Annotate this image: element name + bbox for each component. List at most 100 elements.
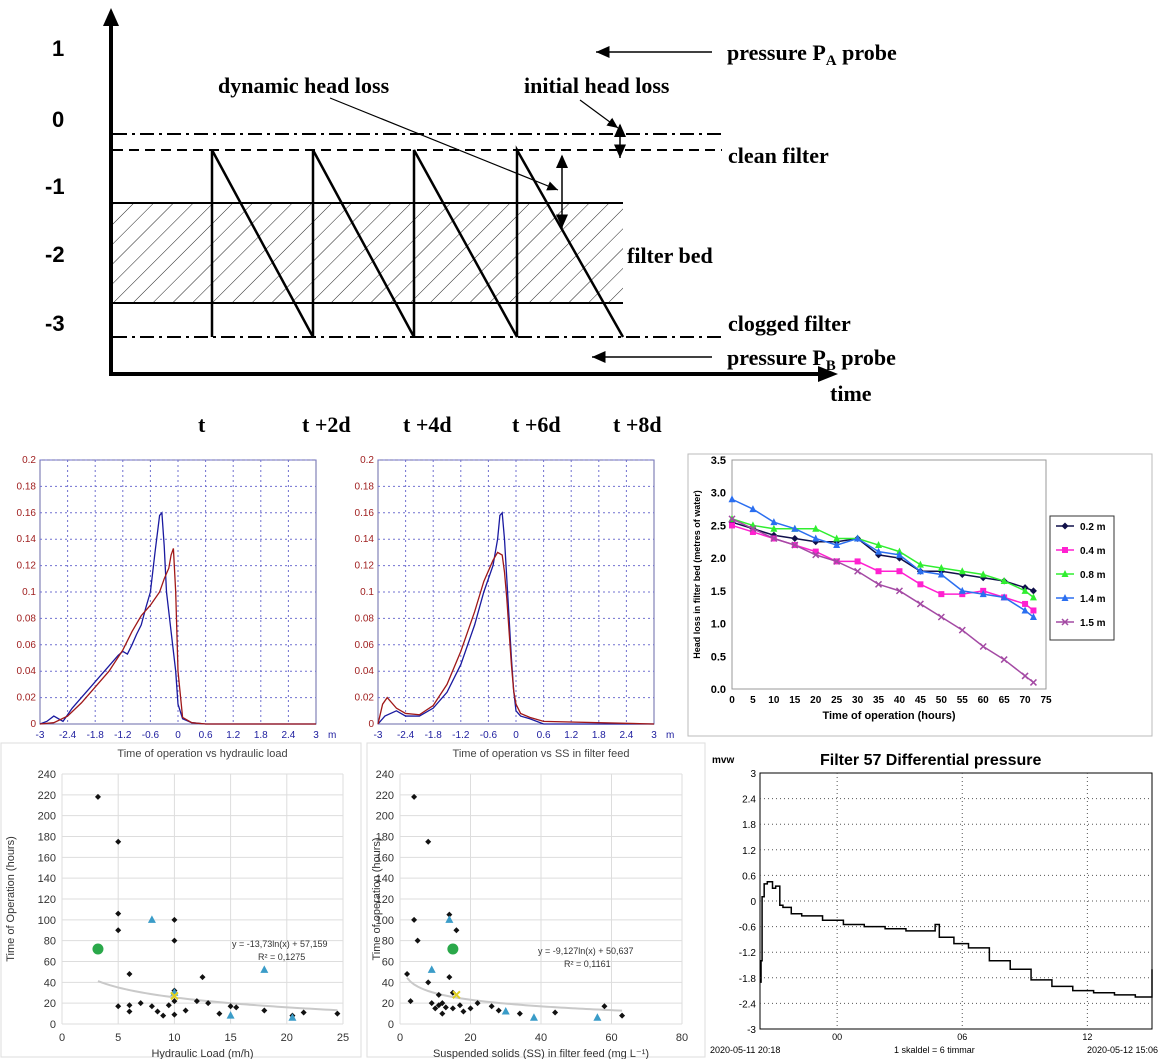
x-tick-label: 0: [729, 695, 735, 706]
y-tick-label: 60: [382, 957, 394, 969]
y-tick-label: 140: [38, 873, 56, 885]
x-tick-label: 55: [957, 695, 969, 706]
y-tick-label: 0.5: [711, 651, 726, 663]
data-point: [938, 591, 944, 597]
x-tick-label: 60: [605, 1032, 617, 1044]
x-tick-label: 2.4: [281, 730, 295, 741]
x-tick-label: 50: [936, 695, 948, 706]
data-point: [1062, 547, 1068, 553]
x-tick-label: 20: [281, 1032, 293, 1044]
y-tick-label: 160: [38, 852, 56, 864]
y-tick-label: 180: [38, 832, 56, 844]
y-tick-label: 80: [382, 936, 394, 948]
differential-pressure-chart: mvw Filter 57 Differential pressure-3-2.4…: [706, 748, 1160, 1059]
x-tick-label: -3: [36, 730, 45, 741]
dynamic-head-loss-arrow: [330, 98, 558, 190]
x-unit-label: m: [666, 730, 674, 741]
y-tick: 1: [52, 36, 64, 61]
y-tick-label: 1.2: [742, 846, 756, 857]
y-axis-arrowhead: [103, 8, 119, 26]
legend-label: 1.5 m: [1080, 618, 1106, 629]
x-tick-label: 40: [535, 1032, 547, 1044]
y-tick-label: 0.06: [355, 640, 375, 651]
x-axis-label: Suspended solids (SS) in filter feed (mg…: [433, 1048, 649, 1059]
x-tick-label: 35: [873, 695, 885, 706]
y-tick-label: 0: [50, 1019, 56, 1031]
x-tick-label: 5: [750, 695, 756, 706]
y-tick-label: 240: [38, 769, 56, 781]
x-tick-label: 12: [1082, 1032, 1092, 1042]
y-tick-label: -1.2: [739, 948, 757, 959]
x-tick-label: 15: [789, 695, 801, 706]
y-tick-label: 0.2: [360, 455, 374, 466]
y-tick-label: 0.04: [17, 666, 37, 677]
clean-filter-label: clean filter: [728, 143, 829, 168]
y-tick-label: 1.8: [742, 820, 756, 831]
y-tick-label: 0.1: [22, 587, 36, 598]
y-tick-label: 0.2: [22, 455, 36, 466]
x-tick-label: 20: [810, 695, 822, 706]
y-tick-label: 20: [382, 998, 394, 1010]
y-tick-label: 200: [38, 811, 56, 823]
y-tick-label: 0.6: [742, 871, 756, 882]
x-tick-label: -2.4: [59, 730, 77, 741]
plot-area: [732, 460, 1046, 689]
y-tick: -3: [45, 311, 65, 336]
time-label: t +4d: [403, 412, 452, 437]
legend-label: 0.8 m: [1080, 570, 1106, 581]
x-tick-label: -0.6: [480, 730, 498, 741]
x-tick-label: 30: [852, 695, 864, 706]
y-axis-label: Time of Operation (hours): [5, 836, 17, 962]
y-tick-label: 120: [38, 894, 56, 906]
y-tick-label: -1.8: [739, 974, 757, 985]
head-loss-diagram: 1 0 -1 -2 -3 pressure PA probe dynamic h…: [0, 0, 1160, 440]
x-tick-label: 60: [978, 695, 990, 706]
x-tick-label: 2.4: [619, 730, 633, 741]
chart-frame: [367, 743, 705, 1057]
y-tick-label: -3: [747, 1025, 756, 1036]
y-tick-label: 0.08: [355, 613, 375, 624]
y-tick-label: 0.06: [17, 640, 37, 651]
trend-r2: R² = 0,1161: [564, 959, 611, 969]
x-tick-label: 65: [999, 695, 1011, 706]
x-tick-label: 3: [651, 730, 657, 741]
hydraulic-load-scatter: Time of operation vs hydraulic load 0 20 40…: [0, 742, 362, 1059]
y-tick-label: 0.12: [355, 561, 375, 572]
y-tick: -1: [45, 174, 65, 199]
x-tick-label: -1.2: [452, 730, 470, 741]
y-tick-label: 40: [44, 977, 56, 989]
y-tick-label: 240: [376, 769, 394, 781]
x-axis-label: Time of operation (hours): [822, 710, 955, 722]
y-tick-label: 20: [44, 998, 56, 1010]
y-tick-label: 0: [750, 897, 756, 908]
x-tick-label: 0: [397, 1032, 403, 1044]
data-point: [1022, 601, 1028, 607]
y-axis-label: Head loss in filter bed (metres of water…: [692, 490, 702, 659]
x-tick-label: 0: [59, 1032, 65, 1044]
pb-probe-label: pressure PB probe: [727, 345, 896, 374]
y-tick-label: 0.1: [360, 587, 374, 598]
x-tick-label: 3: [313, 730, 319, 741]
chart-title: Filter 57 Differential pressure: [820, 752, 1042, 769]
data-point: [1030, 607, 1036, 613]
x-tick-label: -1.2: [114, 730, 132, 741]
x-tick-label: 1.8: [592, 730, 606, 741]
chart-title: Time of operation vs hydraulic load: [117, 748, 287, 760]
y-tick: -2: [45, 242, 65, 267]
head-loss-chart: 0.00.51.01.52.02.53.03.50 5 10 15 20 25 30 35 40…: [684, 452, 1160, 742]
y-tick-label: 0.04: [355, 666, 375, 677]
filter-bed-label: filter bed: [627, 243, 713, 268]
time-label: t +8d: [613, 412, 662, 437]
initial-head-loss-label: initial head loss: [524, 73, 670, 98]
ss-scatter: Time of operation vs SS in filter feed 0 2…: [366, 742, 706, 1059]
data-point: [855, 558, 861, 564]
trend-r2: R² = 0,1275: [258, 952, 305, 962]
time-axis-label: time: [830, 381, 872, 406]
x-tick-label: 06: [957, 1032, 967, 1042]
chart-title: Time of operation vs SS in filter feed: [453, 748, 630, 760]
x-tick-label: 5: [115, 1032, 121, 1044]
y-tick-label: 220: [38, 790, 56, 802]
trend-equation: y = -13,73ln(x) + 57,159: [232, 939, 328, 949]
x-tick-label: 25: [337, 1032, 349, 1044]
y-tick-label: 60: [44, 957, 56, 969]
